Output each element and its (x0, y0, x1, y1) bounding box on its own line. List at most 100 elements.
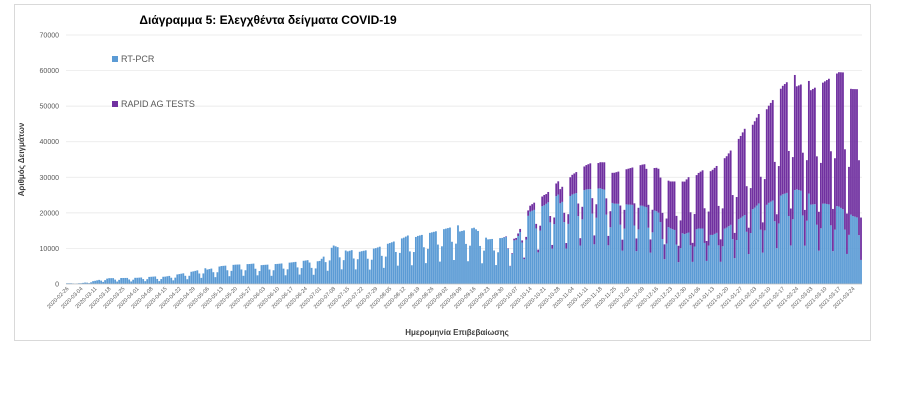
bar-rapid-ag (535, 223, 538, 229)
bar-rt-pcr (803, 245, 806, 284)
bar-rt-pcr (242, 275, 245, 284)
bar-rt-pcr (290, 262, 293, 284)
bar-rt-pcr (579, 245, 582, 284)
bar-rt-pcr (505, 236, 508, 284)
bar-rt-pcr (116, 281, 119, 284)
bar-rapid-ag (623, 209, 626, 229)
bar-rapid-ag (763, 179, 766, 231)
bar-rt-pcr (384, 256, 387, 284)
x-axis-ticks: 2020-02-262020-03-042020-03-112020-03-18… (46, 286, 856, 310)
bar-rt-pcr (244, 270, 247, 284)
bar-rt-pcr (208, 269, 211, 284)
bar-rt-pcr (98, 279, 100, 284)
bar-rt-pcr (655, 211, 658, 284)
bar-rt-pcr (132, 279, 135, 284)
bar-rapid-ag (737, 138, 740, 220)
bar-rt-pcr (356, 259, 359, 284)
bar-rt-pcr (543, 205, 546, 284)
bar-rt-pcr (198, 273, 201, 284)
bar-rt-pcr (106, 278, 109, 284)
bar-rt-pcr (687, 232, 690, 284)
bar-rapid-ag (627, 168, 630, 205)
bar-rt-pcr (435, 231, 437, 284)
bar-rapid-ag (846, 213, 848, 254)
bar-rt-pcr (146, 279, 149, 284)
bar-rt-pcr (777, 223, 780, 284)
bar-rapid-ag (551, 244, 554, 249)
bar-rt-pcr (330, 247, 333, 284)
bar-rapid-ag (529, 205, 532, 212)
bar-rapid-ag (729, 150, 732, 225)
bar-rt-pcr (202, 273, 205, 284)
bar-rt-pcr (844, 229, 846, 284)
bar-rapid-ag (799, 84, 802, 191)
bar-rt-pcr (709, 234, 712, 284)
bar-rt-pcr (254, 268, 257, 284)
bar-rt-pcr (100, 280, 102, 284)
bar-rapid-ag (821, 82, 824, 204)
bar-rt-pcr (342, 260, 345, 284)
bar-rt-pcr (206, 269, 209, 284)
bar-rapid-ag (685, 179, 688, 234)
bar-rt-pcr (697, 228, 700, 284)
bar-rt-pcr (445, 228, 447, 284)
bar-rapid-ag (687, 177, 690, 233)
bar-rt-pcr (519, 232, 522, 284)
bar-rt-pcr (376, 247, 379, 284)
legend-item-rt-pcr: RT-PCR (112, 54, 155, 64)
bar-rapid-ag (645, 168, 648, 208)
bar-rapid-ag (629, 168, 632, 205)
bar-rapid-ag (669, 181, 672, 229)
bar-rt-pcr (86, 282, 88, 284)
bar-rt-pcr (850, 214, 852, 284)
bar-rapid-ag (655, 167, 658, 212)
bar-rt-pcr (164, 276, 167, 284)
bar-rt-pcr (599, 188, 602, 284)
bar-rt-pcr (364, 250, 367, 284)
bar-rt-pcr (278, 263, 281, 284)
bar-rt-pcr (453, 260, 455, 284)
bar-rapid-ag (733, 232, 736, 259)
bar-rt-pcr (162, 276, 165, 284)
bar-rt-pcr (394, 251, 397, 284)
bar-rapid-ag (711, 169, 714, 235)
bar-rt-pcr (172, 280, 175, 284)
bar-rt-pcr (581, 219, 584, 284)
bar-rt-pcr (667, 227, 670, 284)
bar-rt-pcr (186, 279, 189, 284)
bar-rapid-ag (527, 210, 530, 216)
bar-rt-pcr (481, 263, 483, 284)
bar-rt-pcr (463, 230, 465, 284)
bar-rt-pcr (338, 257, 341, 284)
bar-rapid-ag (824, 81, 826, 204)
bar-rapid-ag (701, 170, 704, 229)
bar-rt-pcr (723, 228, 726, 284)
bar-rapid-ag (619, 205, 622, 225)
bar-rt-pcr (400, 238, 403, 284)
bar-rt-pcr (779, 195, 782, 284)
bar-rt-pcr (705, 260, 708, 284)
bar-rt-pcr (429, 232, 431, 284)
bar-rapid-ag (699, 171, 702, 229)
bar-rt-pcr (573, 193, 576, 284)
bar-rt-pcr (523, 258, 526, 284)
bar-rt-pcr (138, 277, 141, 284)
bar-rapid-ag (797, 85, 800, 191)
bar-rt-pcr (815, 224, 818, 284)
bar-rapid-ag (803, 209, 806, 246)
bar-rt-pcr (753, 207, 756, 284)
bar-rt-pcr (535, 228, 538, 284)
bar-rt-pcr (689, 245, 692, 284)
bar-rt-pcr (539, 230, 542, 284)
bar-rapid-ag (649, 239, 652, 253)
bar-rapid-ag (791, 157, 794, 220)
bar-rapid-ag (641, 164, 644, 206)
bar-rapid-ag (689, 212, 692, 246)
bar-rt-pcr (769, 201, 772, 284)
bar-rapid-ag (707, 211, 710, 246)
bar-rt-pcr (617, 203, 620, 284)
bar-rt-pcr (140, 277, 143, 284)
bar-rt-pcr (226, 270, 229, 284)
bar-rt-pcr (196, 270, 199, 284)
bar-rapid-ag (777, 166, 780, 224)
